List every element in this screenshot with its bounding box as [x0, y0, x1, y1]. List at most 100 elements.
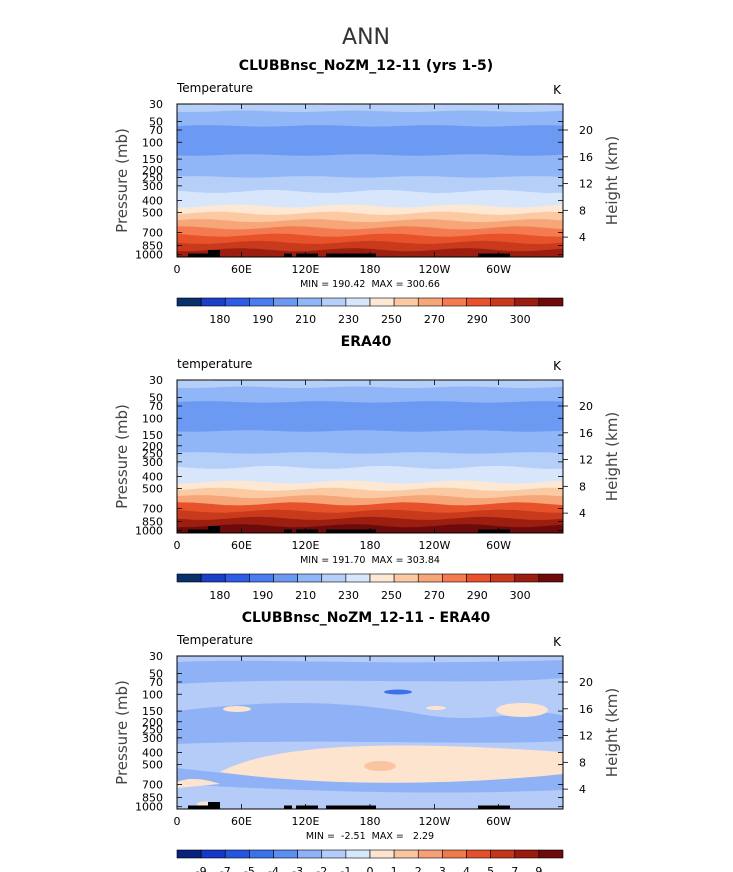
y2-tick-label: 4: [579, 231, 586, 244]
panel-0: CLUBBnsc_NoZM_12-11 (yrs 1-5) Temperature…: [113, 58, 621, 326]
colorbar-swatch-0-15: [538, 297, 564, 307]
y-tick-label: 50: [149, 668, 163, 681]
x-tick-label: 60E: [231, 539, 252, 552]
y2-tick-label: 4: [579, 783, 586, 796]
y-tick-label: 70: [149, 676, 163, 689]
colorbar-tick-label: 3: [439, 865, 446, 872]
colorbar-swatch-0-14: [514, 297, 540, 307]
x-tick-label: 180: [360, 539, 381, 552]
y-tick-label: 250: [142, 447, 163, 460]
topography-block-3: [296, 253, 318, 257]
x-tick-label: 0: [174, 263, 181, 276]
colorbar-swatch-0-12: [466, 297, 491, 307]
diff-near-surface: [177, 797, 563, 809]
y2-tick-label: 20: [579, 676, 593, 689]
y2-axis-title: Height (km): [603, 688, 621, 777]
colorbar-swatch-1-10: [417, 573, 443, 583]
y-axis-title: Pressure (mb): [113, 680, 131, 785]
colorbar-swatch-1-7: [345, 573, 371, 583]
colorbar-swatch-1-15: [538, 573, 564, 583]
colorbar-tick-label: 2: [415, 865, 422, 872]
units-label: K: [553, 359, 562, 373]
colorbar-tick-label: 7: [511, 865, 518, 872]
colorbar-swatch-0-4: [273, 297, 298, 307]
colorbar-tick-label: 4: [463, 865, 470, 872]
colorbar-swatch-0-1: [200, 297, 226, 307]
units-label: K: [553, 635, 562, 649]
y-tick-label: 500: [142, 759, 163, 772]
panels: CLUBBnsc_NoZM_12-11 (yrs 1-5) Temperature…: [113, 58, 621, 872]
colorbar-tick-label: 1: [391, 865, 398, 872]
field: [177, 380, 563, 533]
y-tick-label: 150: [142, 429, 163, 442]
y-tick-label: 300: [142, 180, 163, 193]
y2-tick-label: 12: [579, 730, 593, 743]
x-tick-label: 180: [360, 263, 381, 276]
units-label: K: [553, 83, 562, 97]
colorbar-swatch-0-5: [297, 297, 323, 307]
colorbar-swatch-0-8: [369, 297, 395, 307]
colorbar-swatch-1-9: [393, 573, 419, 583]
y-tick-label: 1000: [135, 801, 163, 814]
topography-block-0: [188, 253, 208, 257]
y-tick-label: 200: [142, 164, 163, 177]
colorbar-tick-label: -4: [268, 865, 279, 872]
colorbar-tick-label: 180: [209, 313, 230, 326]
y2-axis-title: Height (km): [603, 136, 621, 225]
y-tick-label: 250: [142, 171, 163, 184]
colorbar-swatch-1-11: [442, 573, 467, 583]
colorbar-swatch-1-0: [176, 573, 202, 583]
y-tick-label: 1000: [135, 525, 163, 538]
diff-warm-5: [177, 778, 220, 788]
y-tick-label: 100: [142, 136, 163, 149]
colorbar-swatch-2-8: [369, 849, 395, 859]
variable-label: temperature: [177, 357, 252, 371]
colorbar-tick-label: 210: [295, 589, 316, 602]
colorbar-swatch-0-2: [224, 297, 250, 307]
y-axis-title: Pressure (mb): [113, 404, 131, 509]
y-tick-label: 30: [149, 98, 163, 111]
y-tick-label: 700: [142, 503, 163, 516]
colorbar-tick-label: 290: [467, 589, 488, 602]
y-tick-label: 50: [149, 116, 163, 129]
y2-tick-label: 8: [579, 756, 586, 769]
colorbar-tick-label: 0: [367, 865, 374, 872]
colorbar-tick-label: -1: [340, 865, 351, 872]
y-tick-label: 100: [142, 412, 163, 425]
field: [177, 104, 563, 257]
y2-tick-label: 16: [579, 703, 593, 716]
y-tick-label: 30: [149, 650, 163, 663]
topography-block-5: [478, 805, 510, 809]
topography-block-1: [208, 526, 220, 533]
colorbar-swatch-0-7: [345, 297, 371, 307]
panel-title: CLUBBnsc_NoZM_12-11 (yrs 1-5): [239, 58, 493, 74]
colorbar-tick-label: 290: [467, 313, 488, 326]
y-tick-label: 200: [142, 716, 163, 729]
colorbar-swatch-2-4: [273, 849, 298, 859]
diff-blob-mid: [177, 703, 563, 744]
x-tick-label: 120W: [419, 815, 451, 828]
colorbar-swatch-1-12: [466, 573, 491, 583]
colorbar-tick-label: -9: [196, 865, 207, 872]
y2-axis-title: Height (km): [603, 412, 621, 501]
y2-tick-label: 16: [579, 427, 593, 440]
colorbar-tick-label: -3: [292, 865, 303, 872]
y2-tick-label: 8: [579, 204, 586, 217]
colorbar-tick-label: -5: [244, 865, 255, 872]
x-tick-label: 180: [360, 815, 381, 828]
y-tick-label: 70: [149, 124, 163, 137]
y-tick-label: 50: [149, 392, 163, 405]
colorbar-swatch-2-2: [224, 849, 250, 859]
topography-block-1: [208, 802, 220, 809]
y2-tick-label: 12: [579, 178, 593, 191]
y-tick-label: 400: [142, 470, 163, 483]
panel-2: CLUBBnsc_NoZM_12-11 - ERA40 Temperature K 3…: [113, 610, 621, 872]
y-tick-label: 700: [142, 227, 163, 240]
topography-block-5: [478, 253, 510, 257]
y2-tick-label: 4: [579, 507, 586, 520]
x-tick-label: 0: [174, 815, 181, 828]
colorbar-swatch-2-1: [200, 849, 226, 859]
colorbar-swatch-0-3: [249, 297, 274, 307]
colorbar-swatch-0-9: [393, 297, 419, 307]
